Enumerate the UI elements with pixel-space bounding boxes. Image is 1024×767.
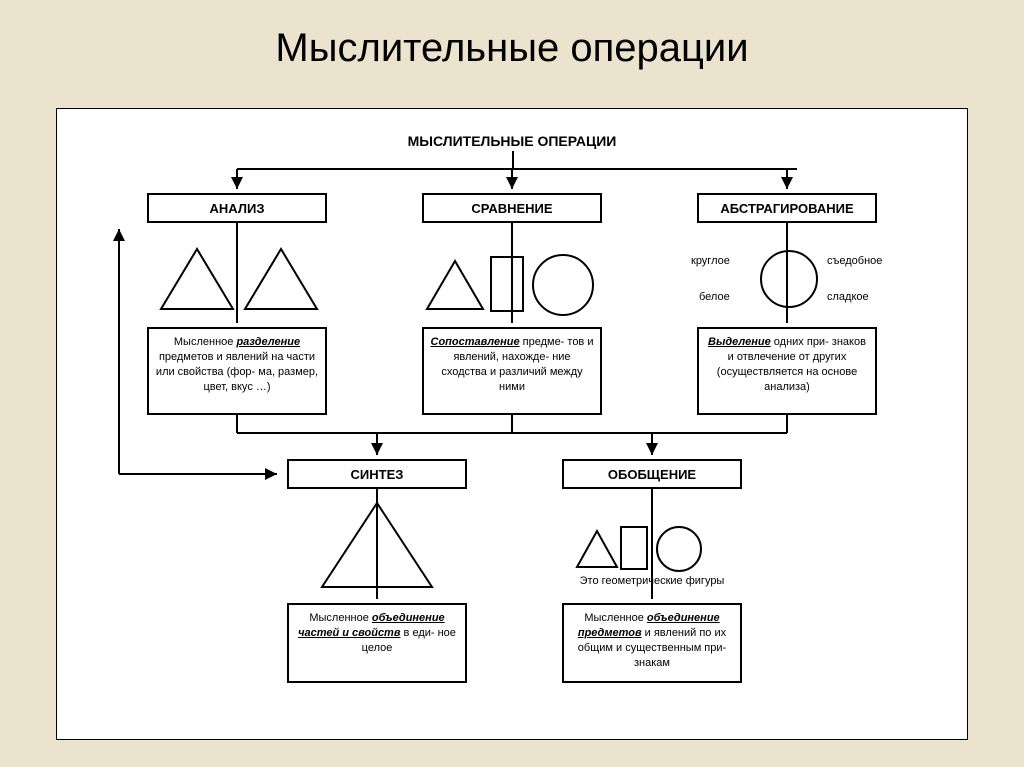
slide-title: Мыслительные операции	[0, 26, 1024, 71]
desc-sintez-pre: Мысленное	[309, 612, 372, 624]
desc-sintez: Мысленное объединение частей и свойств в…	[287, 603, 467, 683]
obob-caption: Это геометрические фигуры	[562, 575, 742, 587]
slide: Мыслительные операции МЫСЛИТЕЛЬНЫЕ ОПЕРА…	[0, 0, 1024, 767]
desc-obob-pre: Мысленное	[584, 612, 647, 624]
diagram-frame: МЫСЛИТЕЛЬНЫЕ ОПЕРАЦИИ АНАЛИЗ СРАВНЕНИЕ А…	[56, 108, 968, 740]
desc-obobshchenie: Мысленное объединение предметов и явлени…	[562, 603, 742, 683]
shapes-obobshchenie	[57, 109, 969, 741]
